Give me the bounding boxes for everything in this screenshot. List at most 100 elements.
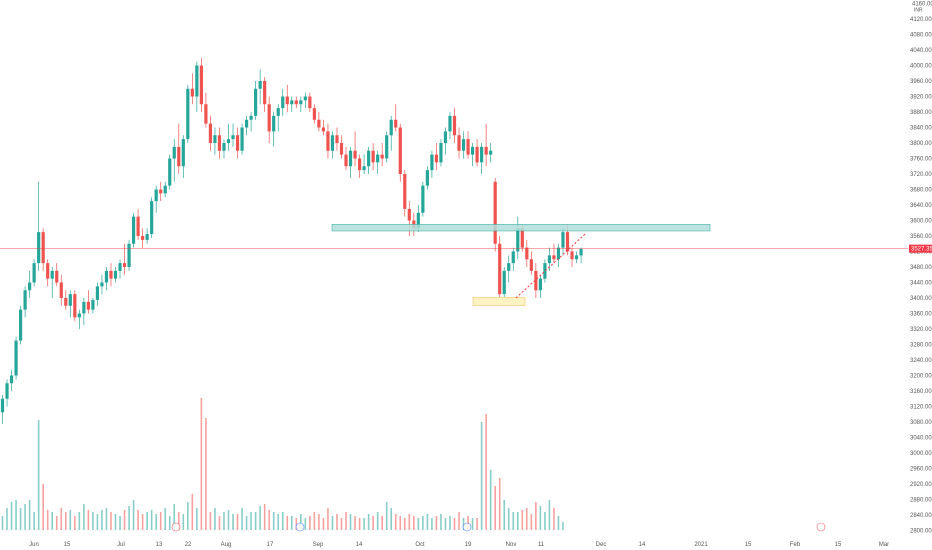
time-axis[interactable]: Jun 15 Jul 13 22 Aug 17 Sep 14 Oct 19 Nov 11 Dec 14 202… <box>29 542 889 548</box>
ascending-trendline[interactable] <box>515 233 586 299</box>
candle[interactable] <box>136 208 140 240</box>
candle[interactable] <box>552 243 556 264</box>
candle[interactable] <box>574 251 579 264</box>
candle[interactable] <box>267 96 271 144</box>
candle[interactable] <box>281 88 285 116</box>
candle[interactable] <box>303 92 307 109</box>
candle[interactable] <box>461 131 466 159</box>
candle[interactable] <box>448 112 452 140</box>
candle[interactable] <box>163 181 167 198</box>
candle[interactable] <box>0 394 5 424</box>
candle[interactable] <box>213 127 217 155</box>
candle[interactable] <box>556 243 561 267</box>
candle[interactable] <box>511 247 515 271</box>
candle[interactable] <box>190 73 194 105</box>
candle[interactable] <box>357 154 362 178</box>
candle[interactable] <box>204 92 208 128</box>
candle[interactable] <box>335 127 339 151</box>
candle[interactable] <box>525 239 529 267</box>
candle[interactable] <box>299 96 303 113</box>
candle[interactable] <box>394 104 398 132</box>
candle[interactable] <box>326 123 330 159</box>
candle[interactable] <box>398 123 402 182</box>
candle[interactable] <box>50 267 54 298</box>
candle[interactable] <box>141 228 145 248</box>
candle[interactable] <box>68 290 72 318</box>
candle[interactable] <box>403 170 407 217</box>
candle[interactable] <box>434 143 439 171</box>
candle[interactable] <box>177 123 181 174</box>
candle[interactable] <box>127 239 131 271</box>
candle[interactable] <box>543 259 547 283</box>
candle[interactable] <box>308 92 312 112</box>
candle[interactable] <box>55 263 59 287</box>
candle[interactable] <box>64 290 68 310</box>
candle[interactable] <box>272 112 276 147</box>
candle[interactable] <box>534 263 538 298</box>
candle[interactable] <box>159 181 163 202</box>
candle[interactable] <box>452 108 457 143</box>
candle[interactable] <box>439 139 443 167</box>
candle[interactable] <box>389 115 393 151</box>
candle[interactable] <box>244 115 249 136</box>
candle[interactable] <box>100 274 104 295</box>
candle[interactable] <box>208 115 213 151</box>
candle[interactable] <box>475 139 479 167</box>
candle[interactable] <box>181 135 185 178</box>
candle[interactable] <box>77 309 81 329</box>
candle[interactable] <box>443 127 448 155</box>
candle[interactable] <box>263 77 267 112</box>
candle[interactable] <box>330 131 335 159</box>
candle[interactable] <box>113 267 118 283</box>
candle[interactable] <box>186 84 190 143</box>
candle[interactable] <box>493 177 497 252</box>
candle[interactable] <box>18 305 23 345</box>
candle[interactable] <box>321 119 326 136</box>
candle[interactable] <box>154 185 158 213</box>
candle[interactable] <box>312 104 316 124</box>
candle[interactable] <box>339 135 344 159</box>
dividend-marker-icon[interactable] <box>171 522 181 532</box>
candle[interactable] <box>344 146 348 171</box>
earnings-marker-icon[interactable] <box>295 522 305 532</box>
candle[interactable] <box>425 166 429 190</box>
candle[interactable] <box>199 57 203 112</box>
candle[interactable] <box>14 336 18 380</box>
candle[interactable] <box>86 290 90 314</box>
candle[interactable] <box>502 267 506 298</box>
candle[interactable] <box>172 139 176 182</box>
candle[interactable] <box>276 104 280 132</box>
candle[interactable] <box>32 259 36 287</box>
candle[interactable] <box>217 127 222 159</box>
candle[interactable] <box>59 274 63 306</box>
candle[interactable] <box>254 81 258 120</box>
candle[interactable] <box>222 139 226 159</box>
candle[interactable] <box>367 146 371 174</box>
candle[interactable] <box>529 251 533 275</box>
candle[interactable] <box>240 123 244 155</box>
candle[interactable] <box>37 181 41 271</box>
candle[interactable] <box>258 69 262 105</box>
candle[interactable] <box>249 112 253 132</box>
candle[interactable] <box>109 263 113 287</box>
candle[interactable] <box>480 143 484 174</box>
candle[interactable] <box>290 96 294 113</box>
candle[interactable] <box>489 143 493 163</box>
earnings-marker-icon[interactable] <box>462 522 472 532</box>
candle[interactable] <box>516 216 520 260</box>
candle[interactable] <box>5 379 9 407</box>
candle[interactable] <box>226 123 231 151</box>
candle[interactable] <box>91 298 95 314</box>
candle[interactable] <box>570 247 574 267</box>
dividend-marker-icon[interactable] <box>816 522 826 532</box>
candle[interactable] <box>104 267 109 291</box>
candle[interactable] <box>579 247 583 264</box>
candle[interactable] <box>23 286 27 318</box>
candle[interactable] <box>95 282 100 306</box>
candle[interactable] <box>498 236 502 302</box>
candle[interactable] <box>353 131 357 167</box>
candle[interactable] <box>317 112 321 132</box>
candle[interactable] <box>470 143 475 167</box>
candle[interactable] <box>376 150 380 174</box>
